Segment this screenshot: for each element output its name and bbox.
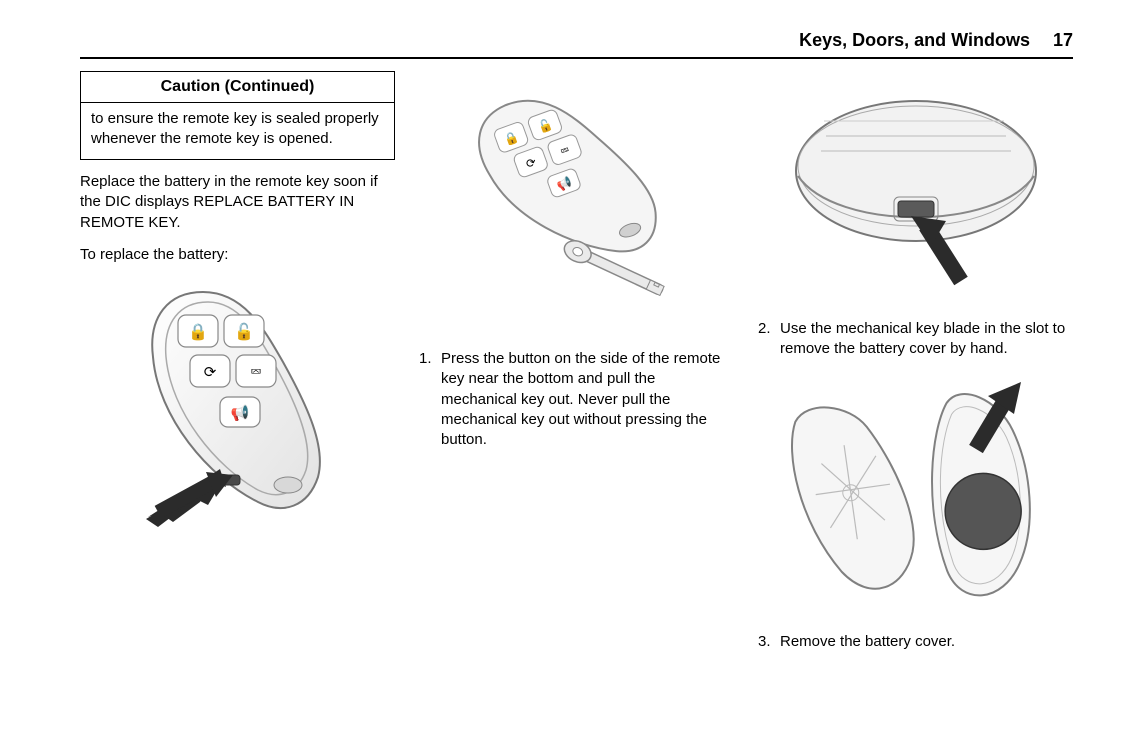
- caution-title: Caution (Continued): [81, 72, 394, 103]
- svg-text:📢: 📢: [230, 404, 249, 422]
- step-3: 3. Remove the battery cover.: [758, 632, 1073, 652]
- figure-key-pulled: 🔒 🔓 ⟳ ⮹ 📢: [419, 81, 734, 331]
- step-1-number: 1.: [419, 349, 441, 450]
- step-list-col3b: 3. Remove the battery cover.: [758, 632, 1073, 652]
- caution-box: Caution (Continued) to ensure the remote…: [80, 71, 395, 160]
- intro-paragraph-2: To replace the battery:: [80, 245, 395, 265]
- keyfob-front-illustration: 🔒 🔓 ⟳ ⮹ 📢: [108, 277, 368, 527]
- column-3: 2. Use the mechanical key blade in the s…: [758, 71, 1073, 731]
- step-2-number: 2.: [758, 319, 780, 360]
- figure-back-slot: [758, 81, 1073, 301]
- intro-paragraph-1: Replace the battery in the remote key so…: [80, 172, 395, 233]
- step-1-text: Press the button on the side of the remo…: [441, 349, 734, 450]
- step-3-text: Remove the battery cover.: [780, 632, 1073, 652]
- svg-text:🔓: 🔓: [234, 322, 254, 341]
- back-slot-illustration: [776, 81, 1056, 301]
- column-2: 🔒 🔓 ⟳ ⮹ 📢: [419, 71, 734, 731]
- step-2: 2. Use the mechanical key blade in the s…: [758, 319, 1073, 360]
- step-2-text: Use the mechanical key blade in the slot…: [780, 319, 1073, 360]
- figure-keyfob-front: 🔒 🔓 ⟳ ⮹ 📢: [80, 277, 395, 527]
- manual-page: Keys, Doors, and Windows 17 Caution (Con…: [0, 0, 1123, 750]
- step-list-col3a: 2. Use the mechanical key blade in the s…: [758, 319, 1073, 360]
- page-number: 17: [1053, 30, 1073, 50]
- svg-text:⟳: ⟳: [203, 364, 216, 381]
- key-pulled-illustration: 🔒 🔓 ⟳ ⮹ 📢: [447, 81, 707, 331]
- step-3-number: 3.: [758, 632, 780, 652]
- svg-text:⮹: ⮹: [249, 364, 261, 381]
- svg-text:🔒: 🔒: [188, 323, 208, 341]
- column-1: Caution (Continued) to ensure the remote…: [80, 71, 395, 731]
- section-title: Keys, Doors, and Windows: [799, 30, 1030, 50]
- caution-body: to ensure the remote key is sealed prope…: [81, 103, 394, 160]
- content-columns: Caution (Continued) to ensure the remote…: [80, 71, 1073, 731]
- step-list-col2: 1. Press the button on the side of the r…: [419, 349, 734, 450]
- cover-removed-illustration: [776, 374, 1056, 614]
- page-header: Keys, Doors, and Windows 17: [80, 30, 1073, 59]
- figure-cover-removed: [758, 374, 1073, 614]
- step-1: 1. Press the button on the side of the r…: [419, 349, 734, 450]
